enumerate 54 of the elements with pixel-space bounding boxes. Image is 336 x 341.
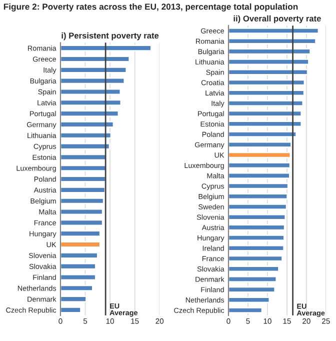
bar bbox=[228, 38, 316, 44]
bar bbox=[228, 141, 292, 148]
bar bbox=[60, 197, 104, 204]
chart-title: ii) Overall poverty rate bbox=[234, 15, 321, 24]
bar bbox=[228, 193, 288, 200]
bar bbox=[228, 255, 283, 262]
bar bbox=[228, 110, 302, 117]
bar bbox=[60, 66, 128, 74]
bar bbox=[60, 132, 112, 139]
bar bbox=[228, 58, 310, 66]
bar bbox=[60, 56, 130, 62]
bar bbox=[228, 27, 320, 34]
bar bbox=[228, 90, 305, 96]
bar bbox=[60, 176, 106, 182]
bar bbox=[60, 110, 120, 117]
bar bbox=[228, 48, 312, 55]
bar bbox=[228, 100, 304, 106]
bar bbox=[60, 88, 122, 96]
bar bbox=[60, 230, 101, 238]
bar bbox=[228, 306, 263, 314]
bar bbox=[228, 224, 286, 231]
bar bbox=[60, 142, 110, 150]
bar bbox=[60, 208, 104, 216]
bar bbox=[228, 172, 290, 179]
bar bbox=[228, 286, 276, 293]
bar bbox=[228, 296, 270, 304]
text: Figure 2: Poverty rates across the EU, 2013, percentage total population bbox=[4, 3, 298, 12]
bar bbox=[60, 296, 87, 302]
bar bbox=[228, 276, 278, 282]
bar bbox=[60, 252, 98, 259]
bar bbox=[60, 219, 104, 226]
bar bbox=[228, 266, 280, 272]
bar bbox=[228, 120, 302, 128]
bar bbox=[60, 241, 101, 248]
bar bbox=[228, 182, 289, 190]
bar bbox=[228, 130, 297, 138]
bar bbox=[60, 186, 106, 194]
bar bbox=[60, 284, 94, 292]
bar bbox=[228, 79, 306, 86]
bar bbox=[60, 306, 82, 314]
bar bbox=[228, 234, 285, 242]
bar bbox=[60, 274, 96, 281]
chart-title: i) Persistent poverty rate bbox=[62, 32, 159, 40]
bar bbox=[60, 121, 114, 128]
bar bbox=[60, 77, 126, 84]
bar bbox=[228, 244, 285, 252]
bar bbox=[228, 68, 308, 76]
bar bbox=[228, 162, 291, 169]
bar bbox=[60, 44, 152, 52]
bar bbox=[228, 152, 292, 158]
bar bbox=[60, 262, 96, 270]
bar bbox=[228, 214, 286, 220]
bar bbox=[228, 203, 288, 210]
bar bbox=[60, 99, 122, 106]
